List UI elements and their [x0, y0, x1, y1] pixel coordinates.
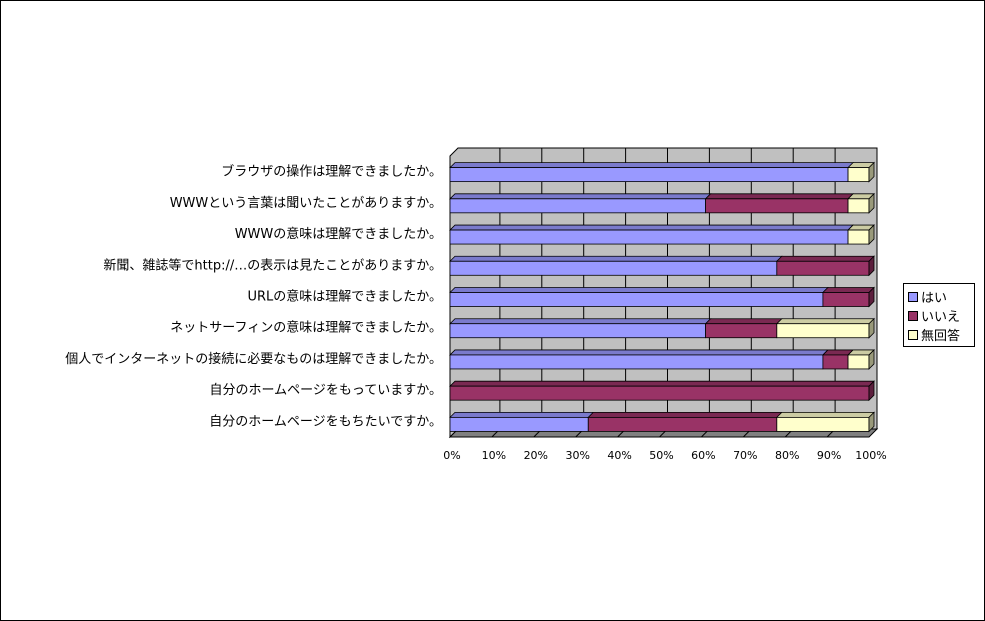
legend-label: はい — [921, 291, 948, 306]
bar-segment-top — [449, 318, 712, 325]
x-tick-label: 30% — [565, 449, 589, 462]
bar-end-cap — [868, 161, 875, 183]
bar-end-cap — [868, 286, 875, 308]
bar-segment — [449, 229, 849, 245]
bar-end-cap — [868, 380, 875, 402]
bar-segment — [449, 416, 589, 432]
bar-end-cap — [868, 224, 875, 246]
x-tick-label: 50% — [649, 449, 673, 462]
bar-segment-top — [775, 411, 875, 418]
category-label: ネットサーフィンの意味は理解できましたか。 — [170, 320, 442, 336]
x-tick-label: 40% — [607, 449, 631, 462]
bar-segment — [847, 167, 870, 183]
x-tick-label: 20% — [524, 449, 548, 462]
bar-end-cap — [868, 192, 875, 214]
bar-segment — [822, 292, 870, 307]
bar-segment — [449, 198, 706, 214]
category-label: ブラウザの操作は理解できましたか。 — [221, 164, 442, 180]
bar-segment — [449, 385, 870, 401]
bar-segment — [449, 167, 849, 183]
legend-item: いいえ — [908, 306, 970, 325]
category-label: URLの意味は理解できましたか。 — [247, 289, 442, 305]
bar-segment — [822, 354, 849, 370]
legend-item: 無回答 — [908, 325, 970, 344]
bar-segment-top — [775, 318, 875, 325]
bar-segment — [847, 354, 870, 370]
bar-segment — [705, 198, 849, 214]
bar-segment — [776, 416, 870, 432]
bar-segment-top — [704, 318, 783, 325]
bar-segment-top — [449, 411, 595, 418]
x-tick-label: 10% — [482, 449, 506, 462]
legend-swatch — [908, 291, 918, 302]
x-tick-label: 80% — [775, 449, 799, 462]
legend-item: はい — [908, 287, 970, 306]
category-label: 自分のホームページをもっていますか。 — [210, 383, 442, 398]
x-tick-label: 70% — [733, 449, 757, 462]
legend-swatch — [908, 310, 918, 321]
bar-segment — [449, 354, 824, 370]
x-tick-label: 100% — [855, 449, 886, 462]
category-label: WWWの意味は理解できましたか。 — [235, 226, 442, 242]
category-label: 自分のホームページをもちたいですか。 — [209, 414, 442, 429]
x-tick-label: 90% — [817, 449, 841, 462]
bar-segment-top — [587, 411, 783, 418]
legend: はい いいえ 無回答 — [903, 283, 975, 347]
category-label: 新聞、雑誌等でhttp://…の表示は見たことがありますか。 — [103, 257, 442, 273]
bar-segment — [449, 323, 706, 339]
bar-segment — [776, 323, 870, 339]
bar-segment-top — [821, 287, 875, 293]
bar-segment-top — [449, 255, 783, 262]
bar-segment-top — [704, 193, 855, 200]
bar-segment-top — [449, 287, 829, 293]
legend-label: 無回答 — [921, 329, 961, 344]
bar-segment — [705, 323, 778, 339]
category-label: WWWという言葉は聞いたことがありますか。 — [170, 196, 442, 211]
bar-end-cap — [868, 255, 875, 277]
bar-segment-top — [775, 255, 875, 262]
bar-segment — [847, 229, 870, 245]
bar-segment-top — [449, 193, 712, 200]
bar-segment-top — [449, 162, 855, 169]
legend-swatch — [908, 329, 918, 340]
category-label: 個人でインターネットの接続に必要なものは理解できましたか。 — [65, 351, 442, 367]
bar-segment — [776, 260, 870, 276]
bar-segment — [587, 416, 778, 432]
bar-end-cap — [868, 411, 875, 433]
bar-segment-top — [449, 349, 829, 356]
bar-end-cap — [868, 317, 875, 339]
bar-segment — [449, 292, 824, 307]
bar-segment — [847, 198, 870, 214]
legend-label: いいえ — [921, 310, 961, 325]
bar-segment — [449, 260, 778, 276]
bar-segment-top — [449, 224, 855, 231]
bar-end-cap — [868, 348, 875, 370]
x-tick-label: 60% — [691, 449, 715, 462]
x-tick-label: 0% — [443, 449, 460, 462]
bar-segment-top — [449, 380, 875, 387]
